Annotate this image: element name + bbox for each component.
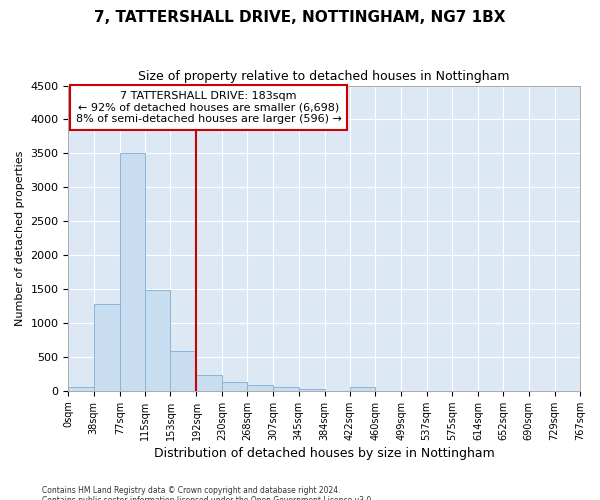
Bar (273, 387, 299, 391)
Bar (222, 382, 247, 391)
Bar (196, 374, 222, 391)
Bar (170, 352, 196, 391)
Title: Size of property relative to detached houses in Nottingham: Size of property relative to detached ho… (139, 70, 510, 83)
X-axis label: Distribution of detached houses by size in Nottingham: Distribution of detached houses by size … (154, 447, 494, 460)
Bar (94, 304, 120, 391)
Bar (120, 154, 145, 391)
Bar (299, 389, 325, 391)
Y-axis label: Number of detached properties: Number of detached properties (15, 150, 25, 326)
Text: Contains public sector information licensed under the Open Government Licence v3: Contains public sector information licen… (42, 496, 374, 500)
Bar (247, 384, 273, 391)
Text: Contains HM Land Registry data © Crown copyright and database right 2024.: Contains HM Land Registry data © Crown c… (42, 486, 341, 495)
Bar (68, 388, 94, 391)
Bar (350, 388, 375, 391)
Text: 7 TATTERSHALL DRIVE: 183sqm
← 92% of detached houses are smaller (6,698)
8% of s: 7 TATTERSHALL DRIVE: 183sqm ← 92% of det… (76, 91, 341, 124)
Bar (145, 290, 170, 391)
Text: 7, TATTERSHALL DRIVE, NOTTINGHAM, NG7 1BX: 7, TATTERSHALL DRIVE, NOTTINGHAM, NG7 1B… (94, 10, 506, 25)
